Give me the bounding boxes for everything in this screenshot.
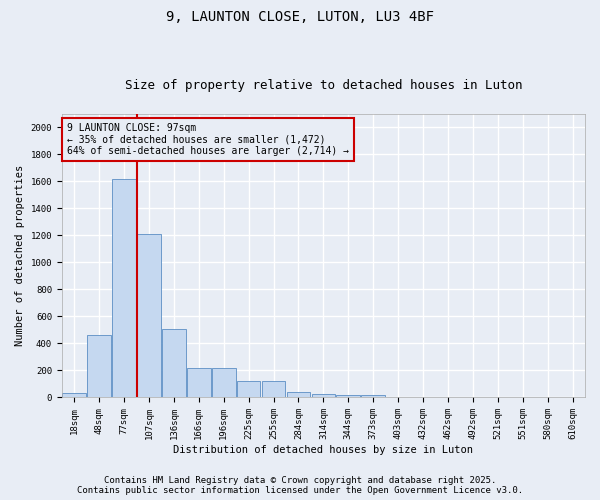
X-axis label: Distribution of detached houses by size in Luton: Distribution of detached houses by size … bbox=[173, 445, 473, 455]
Bar bbox=[137, 234, 161, 398]
Bar bbox=[237, 380, 260, 398]
Bar bbox=[361, 396, 385, 398]
Text: 9 LAUNTON CLOSE: 97sqm
← 35% of detached houses are smaller (1,472)
64% of semi-: 9 LAUNTON CLOSE: 97sqm ← 35% of detached… bbox=[67, 122, 349, 156]
Bar bbox=[287, 392, 310, 398]
Bar bbox=[112, 179, 136, 398]
Bar bbox=[88, 336, 111, 398]
Bar bbox=[187, 368, 211, 398]
Y-axis label: Number of detached properties: Number of detached properties bbox=[15, 165, 25, 346]
Bar bbox=[262, 380, 286, 398]
Bar bbox=[162, 328, 186, 398]
Bar bbox=[212, 368, 236, 398]
Bar bbox=[311, 394, 335, 398]
Text: Contains HM Land Registry data © Crown copyright and database right 2025.
Contai: Contains HM Land Registry data © Crown c… bbox=[77, 476, 523, 495]
Bar bbox=[337, 395, 360, 398]
Text: 9, LAUNTON CLOSE, LUTON, LU3 4BF: 9, LAUNTON CLOSE, LUTON, LU3 4BF bbox=[166, 10, 434, 24]
Bar bbox=[62, 394, 86, 398]
Title: Size of property relative to detached houses in Luton: Size of property relative to detached ho… bbox=[125, 79, 522, 92]
